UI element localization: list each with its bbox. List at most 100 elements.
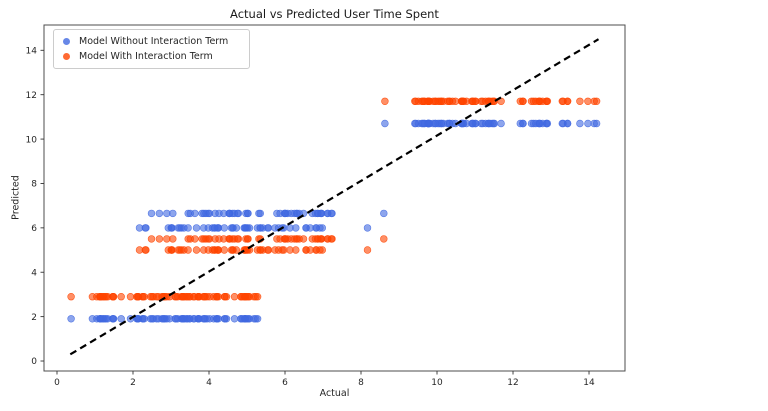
scatter-point [194,293,202,301]
scatter-point [95,293,104,301]
scatter-point [164,224,173,232]
scatter-point [497,119,505,128]
scatter-point [67,293,75,301]
scatter-point [159,315,167,323]
legend-marker-icon [63,38,70,45]
plot-border [43,24,626,372]
scatter-point [184,246,192,254]
scatter-point [558,97,566,106]
scatter-point [293,235,301,243]
scatter-point [256,209,264,218]
scatter-point [173,315,182,323]
scatter-point [381,119,389,128]
scatter-point [200,224,208,232]
scatter-point [95,315,104,323]
x-axis-label: Actual [319,388,350,399]
y-tick-label: 10 [26,135,38,145]
scatter-point [380,209,388,218]
x-tick-label: 14 [583,378,595,388]
legend: Model Without Interaction Term Model Wit… [53,29,250,69]
scatter-point [232,246,241,254]
scatter-point [169,209,177,218]
y-tick-label: 6 [31,224,37,234]
scatter-point [117,315,125,323]
scatter-point [225,235,233,243]
y-tick-label: 12 [26,91,37,101]
scatter-point [271,224,279,232]
scatter-point [584,97,592,106]
y-tick-label: 2 [31,313,37,323]
scatter-point [411,97,419,106]
scatter-point [363,246,372,254]
scatter-point [140,293,148,301]
scatter-point [140,315,148,323]
scatter-point [232,224,241,232]
scatter-point [221,293,229,301]
scatter-point [323,209,332,218]
y-axis-label: Predicted [10,175,22,220]
scatter-point [244,235,252,243]
scatter-point [141,246,150,254]
scatter-point [306,246,314,254]
scatter-point [213,315,221,323]
scatter-point [186,209,195,218]
scatter-point [253,224,262,232]
scatter-point [271,246,279,254]
scatter-point [486,119,494,128]
scatter-point [519,97,527,106]
scatter-point [155,209,164,218]
legend-marker-icon [63,53,70,60]
scatter-point [584,119,592,128]
scatter-point [264,224,272,232]
scatter-point [194,315,202,323]
scatter-point [186,293,194,301]
y-tick-label: 8 [31,180,37,190]
y-tick-label: 4 [31,268,37,278]
scatter-point [173,293,182,301]
scatter-point [558,119,566,128]
scatter-point [230,315,239,323]
scatter-point [221,315,229,323]
scatter-point [186,235,195,243]
scatter-point [200,235,208,243]
scatter-point [592,119,601,128]
scatter-point [425,97,434,106]
scatter-point [220,246,229,254]
scatter-point [411,119,419,128]
scatter-point [445,119,453,128]
scatter-point [318,224,326,232]
legend-item-label: Model Without Interaction Term [79,36,229,47]
scatter-point [148,315,156,323]
scatter-point [134,293,142,301]
scatter-point [239,293,247,301]
scatter-point [286,224,294,232]
scatter-point [419,97,427,106]
legend-item: Model With Interaction Term [54,49,249,64]
scatter-point [286,246,294,254]
x-tick-label: 8 [358,378,364,388]
scatter-point [308,235,316,243]
x-tick-label: 6 [282,378,288,388]
chart-title: Actual vs Predicted User Time Spent [230,7,439,21]
scatter-point [67,315,75,323]
scatter-point [176,246,184,254]
scatter-point [230,293,239,301]
scatter-point [184,224,192,232]
scatter-point [88,315,97,323]
legend-item: Model Without Interaction Term [54,34,249,49]
scatter-point [141,224,150,232]
scatter-point [535,119,544,128]
y-tick-label: 0 [31,357,37,367]
scatter-point [381,97,389,106]
x-tick-label: 2 [130,378,136,388]
scatter-point [192,224,201,232]
x-tick-label: 12 [507,378,518,388]
scatter-point [192,246,201,254]
x-tick-label: 0 [54,378,60,388]
scatter-point [252,315,260,323]
x-tick-label: 10 [431,378,443,388]
scatter-point [363,224,372,232]
scatter-point [213,293,221,301]
legend-item-label: Model With Interaction Term [79,51,213,62]
